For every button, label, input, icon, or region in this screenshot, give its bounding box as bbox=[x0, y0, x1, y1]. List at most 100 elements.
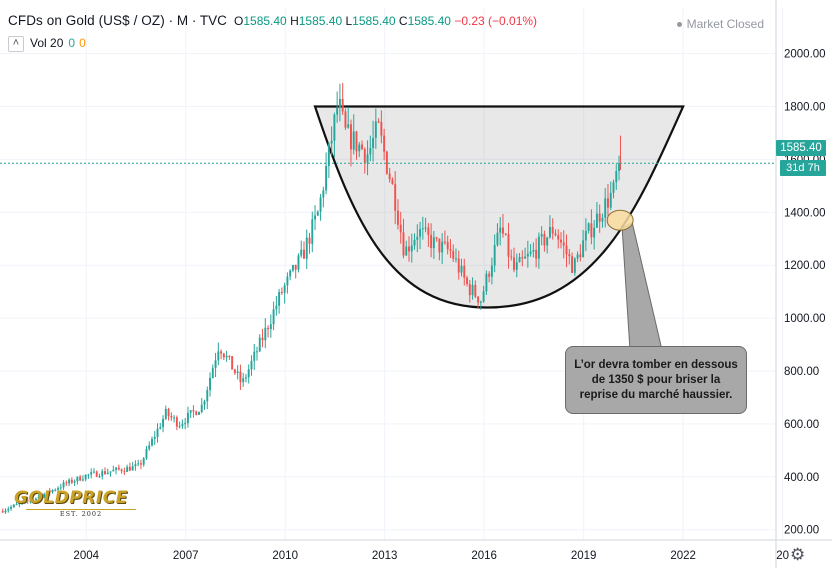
candle-body bbox=[333, 114, 336, 141]
candle-body bbox=[167, 408, 170, 417]
candle-body bbox=[554, 233, 557, 236]
candle bbox=[305, 229, 308, 270]
collapse-chevron-icon[interactable]: ˄ bbox=[8, 36, 24, 52]
candle bbox=[438, 238, 441, 261]
candle-body bbox=[319, 197, 322, 212]
candle-body bbox=[211, 368, 214, 378]
candle bbox=[167, 407, 170, 421]
candle bbox=[297, 253, 300, 273]
candle bbox=[419, 221, 422, 250]
candle bbox=[441, 233, 444, 264]
close-label: C bbox=[398, 14, 408, 28]
candle-body bbox=[272, 309, 275, 325]
candle-body bbox=[162, 418, 165, 428]
candle bbox=[518, 253, 521, 263]
candle-body bbox=[178, 426, 181, 428]
candle-body bbox=[203, 401, 206, 405]
candle bbox=[383, 128, 386, 161]
candle-body bbox=[482, 291, 485, 302]
candle bbox=[65, 480, 68, 487]
candle bbox=[515, 253, 518, 278]
candle bbox=[413, 233, 416, 250]
candle-body bbox=[518, 256, 521, 263]
candle bbox=[87, 473, 90, 479]
y-tick-label: 1400.00 bbox=[784, 207, 826, 219]
candle bbox=[186, 406, 189, 428]
candle-body bbox=[250, 360, 253, 370]
candle bbox=[84, 474, 87, 482]
candle-body bbox=[535, 249, 538, 259]
candle bbox=[485, 270, 488, 296]
candle bbox=[142, 456, 145, 467]
candle bbox=[391, 177, 394, 185]
y-tick-label: 1000.00 bbox=[784, 313, 826, 325]
candle bbox=[405, 240, 408, 256]
candle bbox=[242, 372, 245, 387]
candle-body bbox=[568, 254, 571, 257]
candle bbox=[32, 499, 35, 502]
last-price-tag: 1585.40 bbox=[776, 140, 826, 156]
candle-body bbox=[57, 488, 60, 490]
interval-label[interactable]: M bbox=[176, 13, 189, 28]
candle-body bbox=[441, 241, 444, 253]
candle-body bbox=[256, 351, 258, 353]
volume-legend: ˄ Vol 20 0 0 bbox=[8, 36, 86, 52]
volume-label[interactable]: Vol 20 bbox=[30, 36, 64, 51]
candle bbox=[449, 239, 452, 258]
y-tick-label: 400.00 bbox=[784, 472, 819, 484]
x-tick-label: 2010 bbox=[272, 550, 298, 562]
candle bbox=[269, 314, 272, 338]
candle-body bbox=[460, 265, 463, 273]
candle bbox=[18, 501, 21, 508]
candle-body bbox=[68, 479, 71, 484]
candle-body bbox=[34, 498, 37, 500]
candle bbox=[106, 468, 109, 475]
candle-body bbox=[449, 249, 452, 251]
candle bbox=[590, 209, 593, 245]
candle-body bbox=[289, 270, 292, 277]
candle bbox=[159, 422, 162, 430]
candle bbox=[410, 233, 413, 263]
candle-body bbox=[15, 504, 18, 506]
chart-grid bbox=[0, 8, 784, 540]
candle-body bbox=[126, 466, 129, 472]
status-dot-icon bbox=[676, 22, 682, 28]
candle-body bbox=[438, 238, 441, 253]
candle-body bbox=[391, 179, 394, 185]
candle bbox=[256, 346, 258, 361]
candle bbox=[175, 415, 178, 431]
candle-body bbox=[225, 355, 228, 358]
candle bbox=[322, 186, 325, 208]
x-tick-label: 2013 bbox=[372, 550, 398, 562]
candle-body bbox=[236, 371, 239, 374]
candle-body bbox=[369, 147, 372, 155]
candle bbox=[48, 488, 51, 496]
gear-icon[interactable]: ⚙ bbox=[790, 545, 806, 564]
candle-body bbox=[618, 163, 620, 172]
y-tick-label: 600.00 bbox=[784, 419, 819, 431]
candle bbox=[220, 349, 223, 360]
candle-body bbox=[582, 240, 585, 258]
candle-body bbox=[104, 471, 106, 474]
candle-body bbox=[294, 264, 297, 270]
candle-body bbox=[239, 371, 242, 383]
candle-body bbox=[322, 190, 325, 198]
x-tick-label: 2007 bbox=[173, 550, 199, 562]
candle bbox=[95, 470, 98, 478]
symbol-title[interactable]: CFDs on Gold (US$ / OZ) bbox=[8, 13, 165, 28]
candle-body bbox=[84, 474, 87, 480]
candle-body bbox=[181, 423, 184, 427]
candle bbox=[366, 140, 369, 176]
open-value: 1585.40 bbox=[243, 14, 287, 28]
candle-body bbox=[557, 235, 560, 240]
candle-body bbox=[156, 428, 159, 437]
candle-body bbox=[551, 227, 554, 234]
candle bbox=[604, 188, 607, 228]
candle-body bbox=[540, 234, 543, 237]
y-tick-label: 1800.00 bbox=[784, 102, 826, 114]
candle bbox=[601, 213, 604, 228]
goldprice-logo: GOLDPRICE EST. 2002 bbox=[14, 488, 136, 518]
candle-body bbox=[242, 378, 245, 383]
candle-body bbox=[573, 258, 576, 273]
